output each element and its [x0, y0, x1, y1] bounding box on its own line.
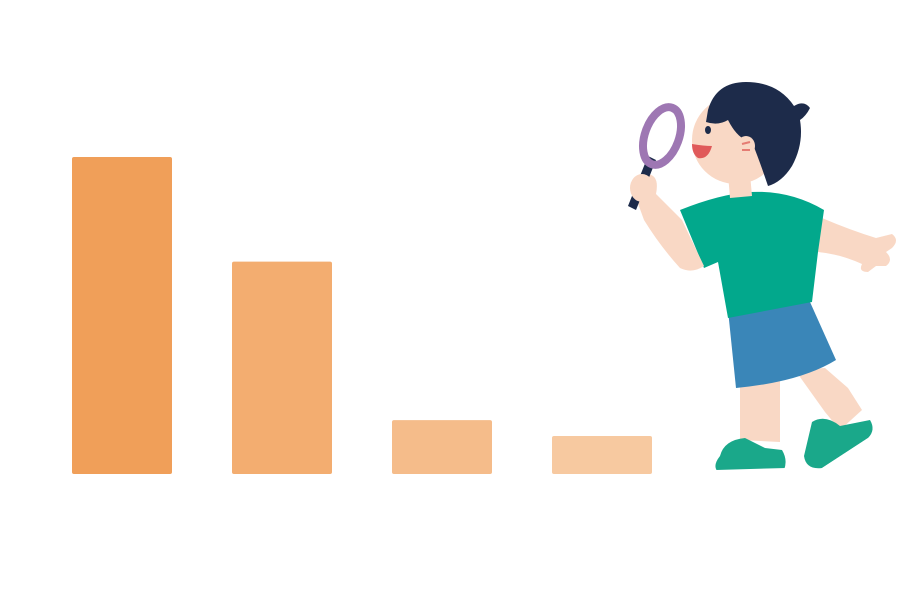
bar-2	[232, 261, 332, 474]
bar-3	[392, 420, 492, 474]
bar-4	[552, 435, 652, 474]
child-with-magnifying-glass-icon	[628, 82, 896, 476]
bar-1	[72, 157, 172, 474]
